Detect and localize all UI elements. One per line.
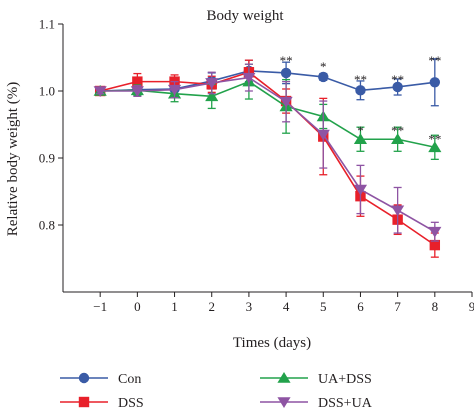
data-point	[130, 86, 144, 97]
series-line	[100, 80, 435, 149]
legend-marker	[277, 372, 291, 383]
significance-mark: **	[428, 53, 441, 68]
y-tick-label: 0.8	[39, 218, 55, 233]
axes: 0.8 0.9 1.0 1.1 −1 0 1 2 3 4 5 6 7 8 9	[39, 17, 474, 315]
legend-marker	[78, 396, 90, 408]
legend-item-dss: DSS	[60, 396, 144, 411]
legend-item-con: Con	[60, 372, 141, 387]
series-line	[100, 70, 435, 92]
legend-item-dss-ua: DSS+UA	[260, 396, 373, 411]
data-point	[428, 226, 442, 238]
data-point	[242, 72, 256, 84]
x-tick-label: 3	[246, 299, 253, 314]
y-tick-label: 0.9	[39, 151, 55, 166]
legend-label: DSS+UA	[318, 396, 373, 411]
data-point	[428, 141, 442, 153]
data-point	[429, 77, 441, 88]
x-axis-title: Times (days)	[233, 335, 311, 351]
data-point	[355, 85, 366, 96]
data-point	[391, 205, 405, 217]
data-point	[132, 76, 143, 87]
data-point	[167, 84, 182, 96]
legend-label: UA+DSS	[318, 372, 372, 387]
x-tick-label: 9	[469, 299, 474, 314]
x-tick-label: 2	[208, 299, 215, 314]
significance-mark: **	[354, 72, 367, 87]
x-tick-label: 8	[432, 299, 439, 314]
legend-label: Con	[118, 372, 141, 387]
significance-mark: **	[391, 123, 404, 138]
x-tick-label: 7	[394, 299, 401, 314]
data-point	[353, 133, 368, 145]
data-point	[353, 184, 368, 196]
data-point	[316, 129, 330, 141]
x-tick-label: 1	[171, 299, 178, 314]
series-line	[100, 76, 436, 233]
legend-marker	[78, 372, 90, 384]
legend-label: DSS	[118, 396, 144, 411]
data-point	[279, 96, 293, 108]
series-layer	[93, 58, 442, 258]
legend-item-ua-dss: UA+DSS	[260, 372, 372, 387]
y-tick-label: 1.0	[39, 84, 55, 99]
x-tick-label: 0	[134, 299, 141, 314]
series-dss-ua	[93, 63, 442, 242]
x-tick-label: −1	[93, 299, 107, 314]
significance-mark: **	[428, 132, 441, 147]
data-point	[318, 71, 329, 83]
x-tick-label: 4	[283, 299, 290, 314]
data-point	[93, 86, 107, 97]
data-point	[391, 133, 405, 145]
significance-mark: *	[320, 59, 327, 74]
significance-mark: **	[391, 72, 404, 87]
legend-marker	[277, 397, 291, 408]
legend: Con DSS UA+DSS DSS+UA	[60, 372, 373, 411]
y-tick-label: 1.1	[39, 17, 55, 32]
series-ua-dss	[93, 63, 442, 160]
significance-annotations: ** *** ***** ****	[280, 53, 442, 146]
chart-title: Body weight	[206, 8, 284, 24]
data-point	[280, 67, 292, 79]
data-point	[429, 239, 441, 251]
series-line	[99, 71, 436, 246]
data-point	[205, 78, 219, 89]
significance-mark: *	[357, 123, 364, 138]
y-axis-title: Relative body weight (%)	[5, 82, 21, 237]
x-tick-label: 5	[320, 299, 327, 314]
data-point	[392, 81, 403, 93]
x-tick-label: 6	[357, 299, 364, 314]
significance-mark: **	[280, 53, 293, 68]
data-point	[205, 90, 219, 102]
